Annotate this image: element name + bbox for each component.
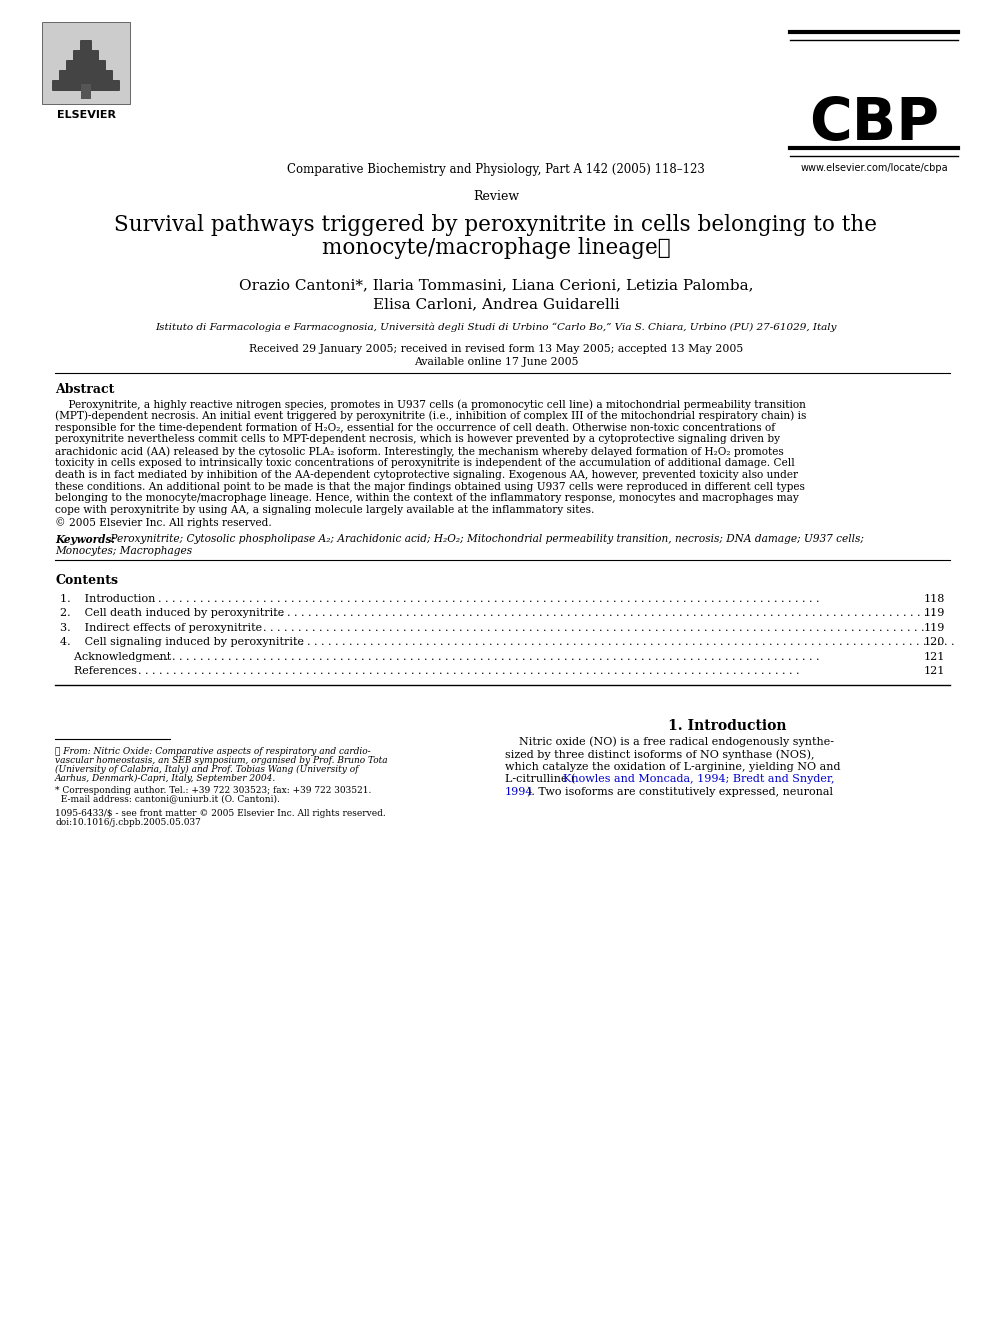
Text: Contents: Contents — [55, 574, 118, 586]
FancyBboxPatch shape — [80, 40, 92, 52]
Text: toxicity in cells exposed to intrinsically toxic concentrations of peroxynitrite: toxicity in cells exposed to intrinsical… — [55, 458, 795, 468]
Text: (University of Calabria, Italy) and Prof. Tobias Wang (University of: (University of Calabria, Italy) and Prof… — [55, 765, 358, 774]
Text: References: References — [60, 665, 137, 676]
Text: doi:10.1016/j.cbpb.2005.05.037: doi:10.1016/j.cbpb.2005.05.037 — [55, 818, 200, 827]
Text: Survival pathways triggered by peroxynitrite in cells belonging to the: Survival pathways triggered by peroxynit… — [114, 214, 878, 235]
Text: . . . . . . . . . . . . . . . . . . . . . . . . . . . . . . . . . . . . . . . . : . . . . . . . . . . . . . . . . . . . . … — [263, 623, 925, 632]
Text: vascular homeostasis, an SEB symposium, organised by Prof. Bruno Tota: vascular homeostasis, an SEB symposium, … — [55, 755, 388, 765]
Bar — [81, 83, 91, 99]
Text: Orazio Cantoni*, Ilaria Tommasini, Liana Cerioni, Letizia Palomba,: Orazio Cantoni*, Ilaria Tommasini, Liana… — [239, 278, 753, 292]
Text: Nitric oxide (NO) is a free radical endogenously synthe-: Nitric oxide (NO) is a free radical endo… — [505, 737, 834, 747]
Text: . . . . . . . . . . . . . . . . . . . . . . . . . . . . . . . . . . . . . . . . : . . . . . . . . . . . . . . . . . . . . … — [158, 652, 819, 662]
Text: (MPT)-dependent necrosis. An initial event triggered by peroxynitrite (i.e., inh: (MPT)-dependent necrosis. An initial eve… — [55, 411, 806, 421]
Text: CBP: CBP — [809, 95, 939, 152]
Text: cope with peroxynitrite by using AA, a signaling molecule largely available at t: cope with peroxynitrite by using AA, a s… — [55, 505, 594, 515]
Text: . . . . . . . . . . . . . . . . . . . . . . . . . . . . . . . . . . . . . . . . : . . . . . . . . . . . . . . . . . . . . … — [138, 665, 800, 676]
Text: Elisa Carloni, Andrea Guidarelli: Elisa Carloni, Andrea Guidarelli — [373, 296, 619, 311]
Text: 1095-6433/$ - see front matter © 2005 Elsevier Inc. All rights reserved.: 1095-6433/$ - see front matter © 2005 El… — [55, 808, 386, 818]
Text: peroxynitrite nevertheless commit cells to MPT-dependent necrosis, which is howe: peroxynitrite nevertheless commit cells … — [55, 434, 780, 445]
Text: 3.    Indirect effects of peroxynitrite: 3. Indirect effects of peroxynitrite — [60, 623, 262, 632]
Text: monocyte/macrophage lineage☆: monocyte/macrophage lineage☆ — [321, 237, 671, 259]
Text: Peroxynitrite, a highly reactive nitrogen species, promotes in U937 cells (a pro: Peroxynitrite, a highly reactive nitroge… — [55, 400, 806, 410]
Text: Received 29 January 2005; received in revised form 13 May 2005; accepted 13 May : Received 29 January 2005; received in re… — [249, 344, 743, 355]
Text: ELSEVIER: ELSEVIER — [57, 110, 115, 120]
Text: Abstract: Abstract — [55, 382, 114, 396]
FancyBboxPatch shape — [52, 79, 120, 91]
Text: 1. Introduction: 1. Introduction — [668, 718, 787, 733]
Text: www.elsevier.com/locate/cbpa: www.elsevier.com/locate/cbpa — [801, 163, 947, 173]
Text: Knowles and Moncada, 1994; Bredt and Snyder,: Knowles and Moncada, 1994; Bredt and Sny… — [563, 774, 834, 785]
Text: L-citrulline (: L-citrulline ( — [505, 774, 575, 785]
Text: 1994: 1994 — [505, 787, 534, 796]
FancyBboxPatch shape — [66, 60, 106, 71]
Text: 119: 119 — [924, 609, 945, 618]
Text: Monocytes; Macrophages: Monocytes; Macrophages — [55, 545, 192, 556]
Text: death is in fact mediated by inhibition of the AA-dependent cytoprotective signa: death is in fact mediated by inhibition … — [55, 470, 798, 480]
Text: sized by three distinct isoforms of NO synthase (NOS),: sized by three distinct isoforms of NO s… — [505, 749, 814, 759]
Text: 2.    Cell death induced by peroxynitrite: 2. Cell death induced by peroxynitrite — [60, 609, 285, 618]
Text: * Corresponding author. Tel.: +39 722 303523; fax: +39 722 303521.: * Corresponding author. Tel.: +39 722 30… — [55, 786, 371, 795]
Text: Keywords:: Keywords: — [55, 533, 115, 545]
Text: 121: 121 — [924, 665, 945, 676]
Bar — [42, 22, 130, 105]
Text: 1.    Introduction: 1. Introduction — [60, 594, 156, 603]
Text: Aarhus, Denmark)-Capri, Italy, September 2004.: Aarhus, Denmark)-Capri, Italy, September… — [55, 774, 276, 783]
Text: Peroxynitrite; Cytosolic phospholipase A₂; Arachidonic acid; H₂O₂; Mitochondrial: Peroxynitrite; Cytosolic phospholipase A… — [107, 533, 864, 544]
Text: arachidonic acid (AA) released by the cytosolic PLA₂ isoform. Interestingly, the: arachidonic acid (AA) released by the cy… — [55, 446, 784, 456]
Text: 121: 121 — [924, 652, 945, 662]
Text: Acknowledgment: Acknowledgment — [60, 652, 172, 662]
Text: © 2005 Elsevier Inc. All rights reserved.: © 2005 Elsevier Inc. All rights reserved… — [55, 517, 272, 528]
Text: . . . . . . . . . . . . . . . . . . . . . . . . . . . . . . . . . . . . . . . . : . . . . . . . . . . . . . . . . . . . . … — [293, 638, 954, 647]
Text: responsible for the time-dependent formation of H₂O₂, essential for the occurren: responsible for the time-dependent forma… — [55, 422, 775, 433]
Text: Comparative Biochemistry and Physiology, Part A 142 (2005) 118–123: Comparative Biochemistry and Physiology,… — [287, 163, 705, 176]
Text: 4.    Cell signaling induced by peroxynitrite: 4. Cell signaling induced by peroxynitri… — [60, 638, 304, 647]
Text: ). Two isoforms are constitutively expressed, neuronal: ). Two isoforms are constitutively expre… — [527, 787, 833, 798]
Text: these conditions. An additional point to be made is that the major findings obta: these conditions. An additional point to… — [55, 482, 805, 492]
Text: 119: 119 — [924, 623, 945, 632]
Text: 120: 120 — [924, 638, 945, 647]
Text: E-mail address: cantoni@uniurb.it (O. Cantoni).: E-mail address: cantoni@uniurb.it (O. Ca… — [55, 795, 280, 803]
FancyBboxPatch shape — [59, 70, 113, 81]
Text: . . . . . . . . . . . . . . . . . . . . . . . . . . . . . . . . . . . . . . . . : . . . . . . . . . . . . . . . . . . . . … — [158, 594, 819, 603]
Text: which catalyze the oxidation of L-arginine, yielding NO and: which catalyze the oxidation of L-argini… — [505, 762, 840, 771]
Text: ★ From: Nitric Oxide: Comparative aspects of respiratory and cardio-: ★ From: Nitric Oxide: Comparative aspect… — [55, 746, 371, 755]
Text: 118: 118 — [924, 594, 945, 603]
Text: Istituto di Farmacologia e Farmacognosia, Università degli Studi di Urbino “Carl: Istituto di Farmacologia e Farmacognosia… — [156, 323, 836, 332]
Text: belonging to the monocyte/macrophage lineage. Hence, within the context of the i: belonging to the monocyte/macrophage lin… — [55, 493, 799, 503]
Text: . . . . . . . . . . . . . . . . . . . . . . . . . . . . . . . . . . . . . . . . : . . . . . . . . . . . . . . . . . . . . … — [273, 609, 934, 618]
FancyBboxPatch shape — [73, 50, 99, 61]
Text: Review: Review — [473, 191, 519, 202]
Text: Available online 17 June 2005: Available online 17 June 2005 — [414, 357, 578, 366]
